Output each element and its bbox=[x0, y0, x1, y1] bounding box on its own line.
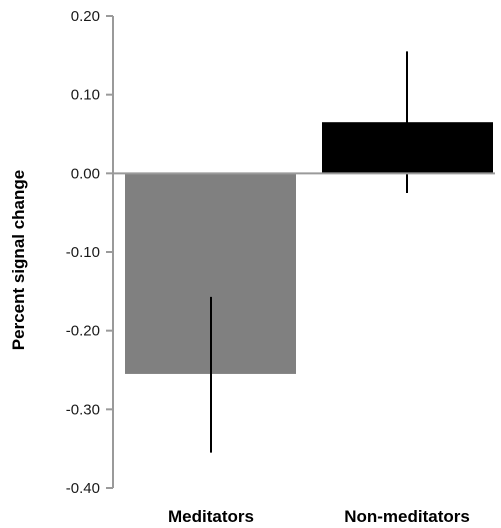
y-tick-label: 0.00 bbox=[71, 165, 100, 182]
category-label: Meditators bbox=[168, 507, 254, 526]
y-axis-ticks bbox=[106, 15, 113, 489]
bars bbox=[125, 122, 493, 374]
y-tick-label: -0.10 bbox=[66, 244, 100, 261]
error-bars bbox=[210, 51, 408, 453]
y-axis-title: Percent signal change bbox=[9, 170, 28, 350]
y-tick-label: -0.30 bbox=[66, 401, 100, 418]
y-tick-label: -0.20 bbox=[66, 323, 100, 340]
category-label: Non-meditators bbox=[344, 507, 470, 526]
y-tick-label: -0.40 bbox=[66, 480, 100, 497]
y-tick-label: 0.20 bbox=[71, 8, 100, 25]
y-tick-label: 0.10 bbox=[71, 87, 100, 104]
y-axis-tick-labels: 0.20 0.10 0.00 -0.10 -0.20 -0.30 -0.40 bbox=[66, 8, 100, 497]
x-axis-category-labels: Meditators Non-meditators bbox=[168, 507, 470, 526]
